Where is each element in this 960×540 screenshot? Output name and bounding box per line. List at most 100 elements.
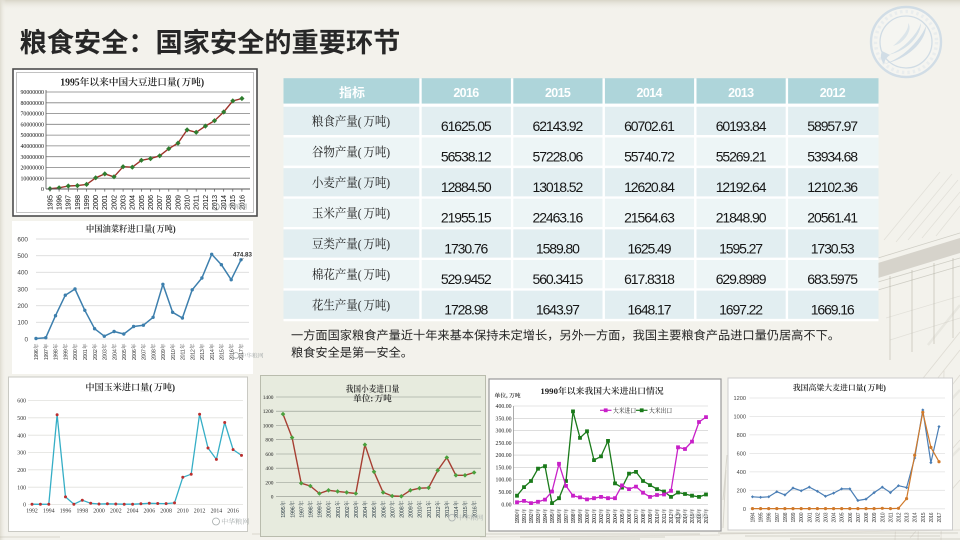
svg-text:2015: 2015 bbox=[545, 86, 571, 100]
svg-text:2013: 2013 bbox=[200, 349, 206, 360]
svg-text:2012: 2012 bbox=[194, 509, 206, 515]
svg-text:1999: 1999 bbox=[791, 512, 797, 522]
svg-text:10000000: 10000000 bbox=[20, 176, 44, 182]
svg-text:2016: 2016 bbox=[697, 513, 703, 523]
svg-text:(: ( bbox=[358, 267, 362, 282]
svg-text:2015: 2015 bbox=[690, 513, 696, 523]
svg-text:20000000: 20000000 bbox=[20, 166, 44, 172]
svg-text:2005: 2005 bbox=[372, 506, 378, 518]
svg-text:70000000: 70000000 bbox=[20, 112, 44, 118]
svg-text:2010: 2010 bbox=[418, 506, 424, 518]
svg-text:55269.21: 55269.21 bbox=[716, 148, 767, 164]
svg-text:12620.84: 12620.84 bbox=[624, 179, 675, 195]
svg-text:(: ( bbox=[177, 77, 180, 88]
svg-text:2014: 2014 bbox=[913, 512, 919, 522]
svg-text:1999: 1999 bbox=[64, 349, 70, 360]
svg-text:2004: 2004 bbox=[130, 195, 137, 210]
svg-text:1997: 1997 bbox=[66, 195, 73, 210]
svg-text:40000000: 40000000 bbox=[20, 144, 44, 150]
svg-text:300: 300 bbox=[17, 286, 28, 293]
svg-text:2002: 2002 bbox=[111, 195, 118, 210]
svg-text:200.00: 200.00 bbox=[496, 453, 512, 459]
svg-text:2011: 2011 bbox=[427, 506, 433, 518]
svg-text:1995: 1995 bbox=[281, 506, 287, 518]
svg-text:1625.49: 1625.49 bbox=[628, 240, 672, 256]
svg-text:2010: 2010 bbox=[185, 195, 192, 210]
svg-text:2009: 2009 bbox=[872, 512, 878, 522]
svg-text:1997: 1997 bbox=[299, 506, 305, 518]
svg-text:2012: 2012 bbox=[669, 513, 675, 523]
svg-text:56538.12: 56538.12 bbox=[441, 148, 492, 164]
svg-text:): ) bbox=[386, 237, 390, 252]
svg-text:2002: 2002 bbox=[93, 349, 99, 360]
svg-text:2016: 2016 bbox=[239, 195, 246, 210]
svg-text:22463.16: 22463.16 bbox=[533, 210, 584, 226]
svg-text:1998: 1998 bbox=[77, 509, 89, 515]
svg-text:2008: 2008 bbox=[151, 349, 157, 360]
svg-text:2004: 2004 bbox=[832, 512, 838, 522]
svg-text:2006: 2006 bbox=[144, 509, 156, 515]
svg-text:1992: 1992 bbox=[26, 509, 38, 515]
svg-text:2009: 2009 bbox=[409, 506, 415, 518]
svg-text:600: 600 bbox=[17, 236, 28, 243]
svg-text:58957.97: 58957.97 bbox=[807, 118, 858, 134]
svg-text:1996: 1996 bbox=[290, 506, 296, 518]
svg-text:600: 600 bbox=[265, 452, 273, 458]
svg-text:0: 0 bbox=[271, 495, 274, 501]
svg-text:2010: 2010 bbox=[655, 513, 661, 523]
svg-text:2001: 2001 bbox=[102, 195, 109, 210]
svg-text:): ) bbox=[173, 224, 176, 235]
svg-text:1997: 1997 bbox=[44, 349, 50, 360]
svg-text:1995: 1995 bbox=[60, 77, 79, 88]
svg-text:1400: 1400 bbox=[263, 395, 274, 401]
svg-text:800: 800 bbox=[737, 433, 746, 439]
svg-text:350.00: 350.00 bbox=[496, 416, 512, 422]
svg-text:2010: 2010 bbox=[880, 512, 886, 522]
svg-text:(: ( bbox=[358, 237, 362, 252]
svg-text:1995: 1995 bbox=[47, 195, 54, 210]
svg-text:2001: 2001 bbox=[336, 506, 342, 518]
svg-text:1589.80: 1589.80 bbox=[536, 240, 580, 256]
svg-text:2014: 2014 bbox=[454, 506, 460, 518]
svg-text:2003: 2003 bbox=[121, 195, 128, 210]
svg-text:2004: 2004 bbox=[112, 349, 118, 360]
svg-text:2014: 2014 bbox=[221, 195, 228, 210]
svg-text:2006: 2006 bbox=[848, 512, 854, 522]
svg-text:20561.41: 20561.41 bbox=[807, 210, 858, 226]
svg-text:2002: 2002 bbox=[345, 506, 351, 518]
svg-text:529.9452: 529.9452 bbox=[441, 271, 492, 287]
svg-text:2000: 2000 bbox=[327, 506, 333, 518]
svg-text:300: 300 bbox=[17, 451, 26, 457]
svg-text:2013: 2013 bbox=[728, 86, 754, 100]
svg-text:200: 200 bbox=[17, 303, 28, 310]
svg-text:(: ( bbox=[358, 206, 362, 221]
svg-text:1999: 1999 bbox=[318, 506, 324, 518]
svg-text:2015: 2015 bbox=[463, 506, 469, 518]
svg-text:2012: 2012 bbox=[436, 506, 442, 518]
svg-text:60193.84: 60193.84 bbox=[716, 118, 767, 134]
svg-text:12102.36: 12102.36 bbox=[807, 179, 858, 195]
svg-text:1997: 1997 bbox=[775, 512, 781, 522]
svg-text:2003: 2003 bbox=[103, 349, 109, 360]
svg-text:2014: 2014 bbox=[210, 349, 216, 360]
svg-text:): ) bbox=[386, 267, 390, 282]
svg-text:2005: 2005 bbox=[620, 513, 626, 523]
svg-text:57228.06: 57228.06 bbox=[533, 148, 584, 164]
svg-text:100: 100 bbox=[17, 485, 26, 491]
svg-text:0: 0 bbox=[743, 507, 746, 513]
svg-text:0: 0 bbox=[41, 187, 44, 193]
svg-text:2011: 2011 bbox=[662, 513, 668, 523]
svg-text:2005: 2005 bbox=[122, 349, 128, 360]
svg-text:683.5975: 683.5975 bbox=[807, 271, 858, 287]
svg-text:1999: 1999 bbox=[578, 513, 584, 523]
svg-text:1995: 1995 bbox=[550, 513, 556, 523]
svg-text:2017: 2017 bbox=[239, 349, 245, 360]
svg-text::: : bbox=[370, 393, 373, 403]
svg-text:400: 400 bbox=[17, 270, 28, 277]
svg-text:62143.92: 62143.92 bbox=[533, 118, 584, 134]
svg-text:2002: 2002 bbox=[110, 509, 122, 515]
svg-text:61625.05: 61625.05 bbox=[441, 118, 492, 134]
svg-text:55740.72: 55740.72 bbox=[624, 148, 675, 164]
svg-text:2002: 2002 bbox=[815, 512, 821, 522]
svg-text:2016: 2016 bbox=[229, 349, 235, 360]
